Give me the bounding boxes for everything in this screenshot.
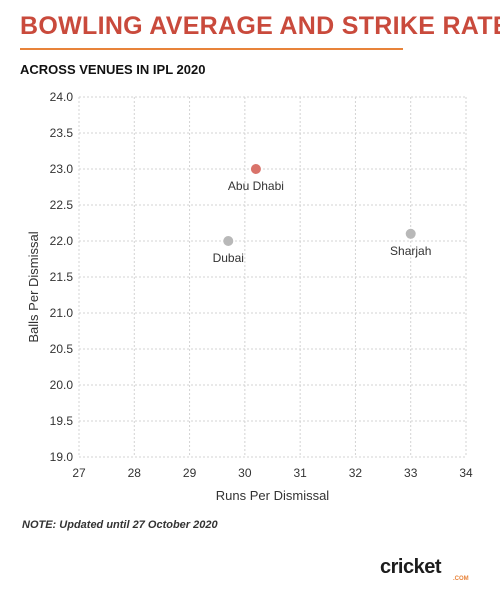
data-point-label: Dubai — [213, 251, 244, 265]
x-tick-label: 28 — [128, 466, 142, 480]
data-point — [223, 236, 234, 246]
y-tick-label: 21.5 — [50, 270, 74, 284]
y-tick-label: 21.0 — [50, 306, 74, 320]
data-point-label: Abu Dhabi — [228, 179, 284, 193]
cricket-com-logo: cricket .COM — [380, 556, 490, 586]
x-axis-label: Runs Per Dismissal — [216, 488, 330, 503]
y-tick-label: 23.5 — [50, 126, 74, 140]
chart-title: BOWLING AVERAGE AND STRIKE RATE — [20, 12, 500, 40]
y-tick-label: 20.5 — [50, 342, 74, 356]
y-tick-label: 19.0 — [50, 450, 74, 464]
data-point — [250, 164, 261, 174]
x-tick-label: 27 — [72, 466, 86, 480]
y-tick-label: 22.5 — [50, 198, 74, 212]
title-divider — [20, 48, 403, 50]
data-point — [405, 228, 416, 239]
y-tick-label: 23.0 — [50, 162, 74, 176]
x-tick-label: 32 — [349, 466, 363, 480]
y-tick-label: 24.0 — [50, 90, 74, 104]
chart-subtitle: ACROSS VENUES IN IPL 2020 — [20, 62, 206, 77]
y-tick-label: 22.0 — [50, 234, 74, 248]
y-axis-label: Balls Per Dismissal — [26, 231, 41, 342]
logo-domain: .COM — [453, 576, 469, 582]
x-tick-label: 33 — [404, 466, 418, 480]
y-tick-label: 20.0 — [50, 378, 74, 392]
y-tick-label: 19.5 — [50, 414, 74, 428]
logo-wordmark: cricket — [380, 556, 442, 578]
x-tick-label: 30 — [238, 466, 252, 480]
x-tick-label: 31 — [293, 466, 307, 480]
scatter-chart: 19.0 19.5 20.0 20.5 21.0 21.5 22.0 22.5 23.0 23.5… — [26, 90, 473, 503]
x-tick-label: 34 — [459, 466, 473, 480]
footnote: NOTE: Updated until 27 October 2020 — [22, 519, 218, 531]
data-point-label: Sharjah — [390, 244, 431, 258]
x-tick-label: 29 — [183, 466, 197, 480]
